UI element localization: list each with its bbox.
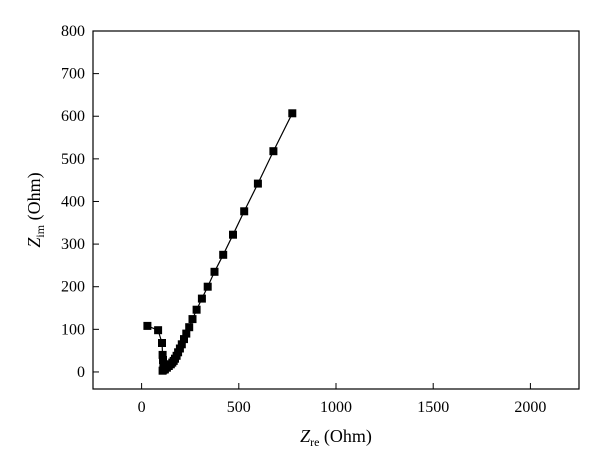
- y-tick-label: 0: [77, 364, 85, 381]
- x-tick-label: 500: [227, 399, 251, 416]
- data-point: [175, 344, 184, 353]
- x-tick-label: 1000: [320, 399, 352, 416]
- data-point: [203, 282, 212, 291]
- data-markers: [143, 109, 297, 375]
- data-point: [269, 147, 278, 156]
- data-point: [288, 109, 297, 118]
- x-axis-label: Zre (Ohm): [300, 426, 372, 449]
- data-point: [158, 350, 167, 359]
- y-tick-label: 100: [61, 321, 85, 338]
- x-tick-label: 1500: [417, 399, 449, 416]
- data-point: [219, 250, 228, 259]
- data-point: [177, 340, 186, 349]
- y-tick-label: 500: [61, 151, 85, 168]
- data-point: [143, 321, 152, 330]
- x-tick-label: 2000: [514, 399, 546, 416]
- x-tick-label: 0: [138, 399, 146, 416]
- data-point: [188, 315, 197, 324]
- data-point: [180, 335, 188, 344]
- plot-frame: [92, 30, 580, 390]
- y-tick-label: 300: [61, 236, 85, 253]
- data-point: [158, 339, 166, 347]
- data-point: [159, 356, 167, 364]
- x-axis: 0 500 1000 1500 2000: [138, 383, 546, 416]
- data-point: [197, 294, 206, 303]
- y-tick-label: 800: [61, 23, 85, 40]
- data-point: [154, 326, 163, 335]
- y-tick-label: 700: [61, 66, 85, 83]
- data-point: [240, 207, 249, 216]
- y-tick-label: 200: [61, 279, 85, 296]
- data-point: [229, 230, 237, 239]
- data-point: [182, 329, 191, 338]
- y-tick-label: 600: [61, 108, 85, 125]
- y-axis: 0 100 200 300 400 500 600 700 800: [61, 23, 99, 381]
- y-tick-label: 400: [61, 193, 85, 210]
- data-point: [185, 323, 194, 332]
- y-axis-label: Zim (Ohm): [24, 172, 47, 247]
- data-point: [253, 179, 262, 188]
- data-point: [192, 305, 201, 314]
- data-point: [210, 267, 219, 276]
